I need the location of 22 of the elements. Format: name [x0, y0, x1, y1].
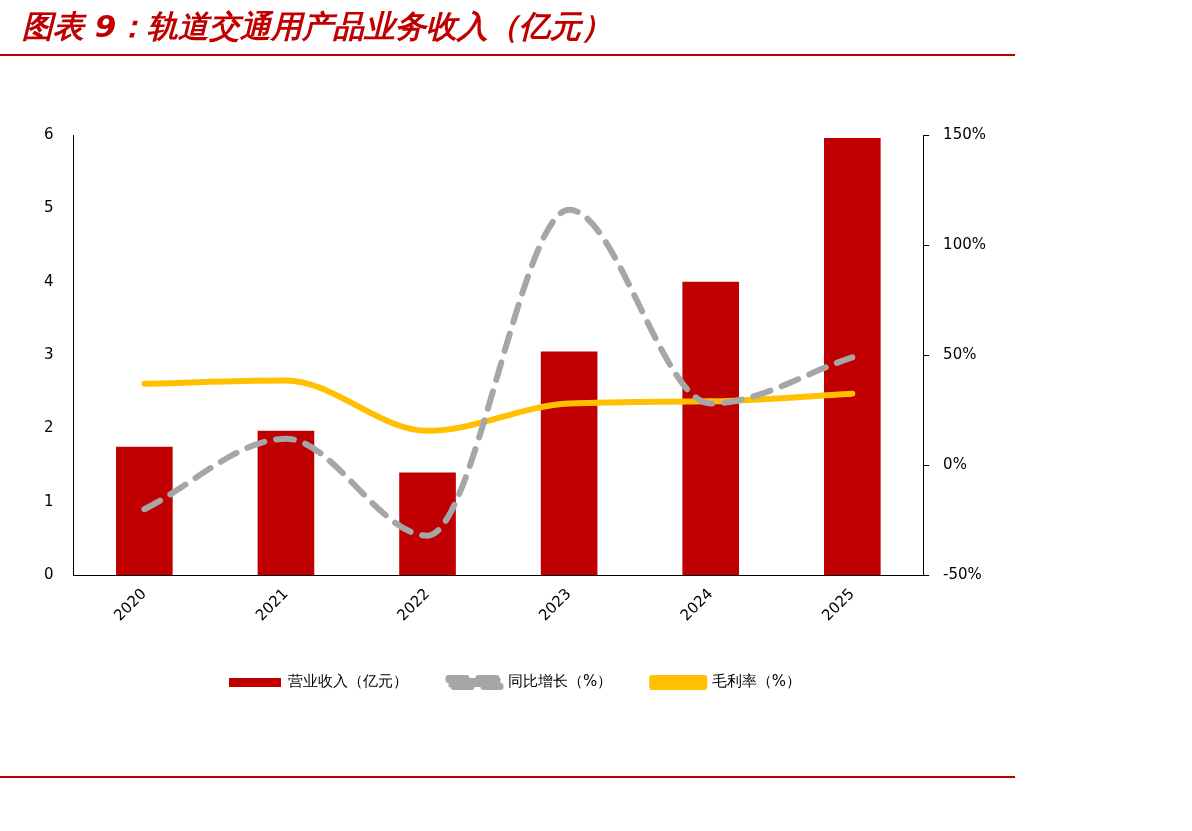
- y2-tick-label: 50%: [943, 345, 977, 364]
- bar: [116, 446, 173, 576]
- y-tick-label: 6: [44, 124, 54, 143]
- y-tick-label: 4: [44, 271, 54, 290]
- y2-tick-label: 100%: [943, 234, 987, 253]
- legend-label: 同比增长（%）: [508, 672, 613, 691]
- y-tick-label: 5: [44, 198, 54, 217]
- y-tick-label: 0: [44, 565, 54, 584]
- y-tick-label: 2: [44, 418, 54, 437]
- y-tick-label: 1: [44, 491, 54, 510]
- bar: [540, 351, 598, 576]
- y-tick-label: 3: [44, 345, 54, 364]
- chart-title: 图表 9：轨道交通用产品业务收入（亿元）: [22, 7, 613, 46]
- bar: [257, 430, 315, 576]
- bar: [682, 281, 740, 576]
- bar: [824, 137, 881, 576]
- y2-tick-label: 0%: [943, 455, 967, 474]
- bar: [399, 472, 456, 576]
- y2-tick-label: -50%: [943, 565, 982, 584]
- legend-label: 营业收入（亿元）: [288, 672, 409, 691]
- legend-label: 毛利率（%）: [711, 672, 802, 691]
- y2-tick-label: 150%: [943, 124, 987, 143]
